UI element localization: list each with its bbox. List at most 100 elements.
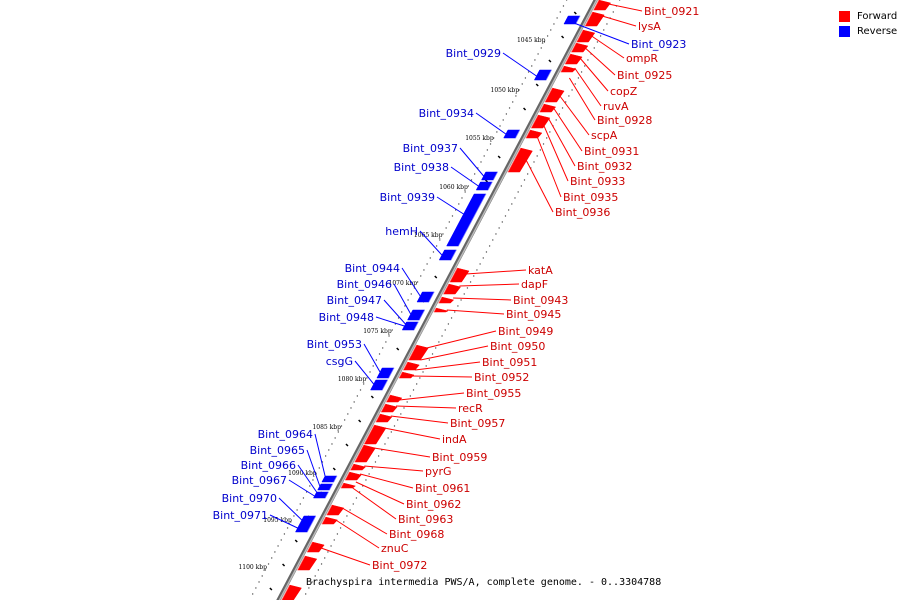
- track-dot-right: [343, 521, 345, 523]
- track-dot-left: [309, 485, 311, 487]
- track-dot-right: [314, 575, 316, 577]
- track-dot-left: [378, 353, 381, 355]
- minor-tick: [548, 59, 552, 63]
- minor-tick: [345, 443, 349, 447]
- minor-tick: [269, 587, 273, 591]
- legend-forward: Forward: [839, 9, 897, 24]
- track-dot-right: [377, 455, 380, 457]
- forward-gene-label: copZ: [610, 85, 638, 98]
- track-dot-right: [488, 245, 491, 247]
- track-dot-right: [349, 509, 351, 511]
- gene-shade: [560, 65, 565, 73]
- minor-tick: [370, 395, 374, 399]
- track-dot-right: [596, 41, 599, 43]
- track-dot-left: [328, 449, 330, 451]
- reverse-gene-leader: [297, 464, 318, 493]
- gene-shade: [375, 413, 381, 423]
- reverse-gene-leader: [502, 52, 537, 77]
- gene-shade: [398, 371, 403, 379]
- track-dot-right: [498, 227, 500, 229]
- forward-gene-leader: [547, 117, 576, 167]
- tick-label: 1085 kbp: [312, 424, 341, 431]
- track-dot-right: [565, 101, 567, 103]
- track-dot-right: [387, 437, 389, 439]
- track-dot-left: [540, 47, 542, 49]
- track-dot-right: [469, 281, 472, 283]
- reverse-gene-leader: [383, 299, 406, 325]
- track-dot-left: [508, 107, 511, 109]
- gene-shade: [575, 15, 581, 25]
- gene-shade: [530, 114, 539, 129]
- track-dot-left: [286, 527, 289, 529]
- track-dot-right: [618, 0, 621, 1]
- minor-tick: [484, 179, 489, 183]
- backbone-highlight: [278, 0, 598, 600]
- track-dot-left: [299, 503, 301, 505]
- reverse-gene-label: Bint_0948: [319, 311, 374, 324]
- track-dot-right: [393, 425, 396, 427]
- reverse-gene-leader: [419, 230, 443, 256]
- forward-gene-label: Bint_0951: [482, 356, 537, 369]
- track-dot-left: [499, 125, 501, 127]
- track-dot-left: [492, 137, 495, 139]
- forward-gene-label: pyrG: [425, 465, 452, 478]
- reverse-gene-leader: [436, 196, 464, 215]
- track-dot-right: [523, 179, 526, 181]
- forward-gene-label: Bint_0936: [555, 206, 610, 219]
- track-dot-right: [390, 431, 393, 433]
- track-dot-left: [385, 341, 387, 343]
- reverse-gene-label: Bint_0947: [327, 294, 382, 307]
- tick-label: 1065 kbp: [414, 232, 443, 239]
- track-dot-left: [277, 545, 279, 547]
- forward-gene-leader: [359, 473, 414, 489]
- track-dot-left: [334, 437, 336, 439]
- track-dot-right: [457, 305, 459, 307]
- track-dot-left: [550, 29, 552, 31]
- track-dot-left: [283, 533, 286, 535]
- track-dot-right: [501, 221, 503, 223]
- gene-shade: [385, 394, 391, 403]
- track-dot-right: [365, 479, 367, 481]
- forward-gene-leader: [543, 125, 569, 182]
- forward-gene-leader: [320, 547, 371, 566]
- reverse-gene-leader: [278, 497, 303, 521]
- minor-tick: [358, 419, 362, 423]
- reverse-gene-leader: [354, 360, 375, 385]
- track-dot-right: [431, 353, 434, 355]
- reverse-gene-block: [295, 515, 317, 533]
- track-dot-right: [320, 563, 323, 565]
- gene-shade: [324, 491, 330, 499]
- forward-gene-label: lysA: [638, 20, 661, 33]
- track-dot-right: [520, 185, 523, 187]
- track-dot-left: [331, 443, 333, 445]
- minor-tick: [573, 11, 577, 15]
- forward-gene-label: dapF: [521, 278, 548, 291]
- track-dot-left: [382, 347, 384, 349]
- track-dot-right: [403, 407, 405, 409]
- reverse-gene-leader: [401, 267, 421, 297]
- minor-tick: [434, 275, 438, 279]
- gene-shade: [419, 309, 426, 321]
- forward-gene-leader: [341, 507, 388, 535]
- track-dot-left: [274, 551, 276, 553]
- track-dot-right: [549, 131, 551, 133]
- track-dot-right: [555, 119, 557, 121]
- gene-shade: [321, 516, 326, 525]
- track-dot-right: [339, 527, 342, 529]
- reverse-gene-label: Bint_0934: [419, 107, 474, 120]
- track-dot-left: [302, 497, 305, 499]
- track-dot-left: [435, 245, 438, 247]
- gene-shade: [307, 515, 317, 533]
- forward-swatch: [839, 11, 850, 22]
- track-dot-right: [384, 443, 386, 445]
- track-dot-left: [537, 53, 539, 55]
- track-dot-right: [606, 23, 608, 25]
- track-dot-left: [401, 311, 403, 313]
- backbone-line: [276, 0, 598, 600]
- track-dot-left: [359, 389, 362, 391]
- legend-forward-label: Forward: [857, 11, 898, 22]
- track-dot-left: [388, 335, 390, 337]
- track-dot-left: [318, 467, 320, 469]
- track-dot-right: [574, 83, 576, 85]
- gene-shade: [438, 296, 443, 304]
